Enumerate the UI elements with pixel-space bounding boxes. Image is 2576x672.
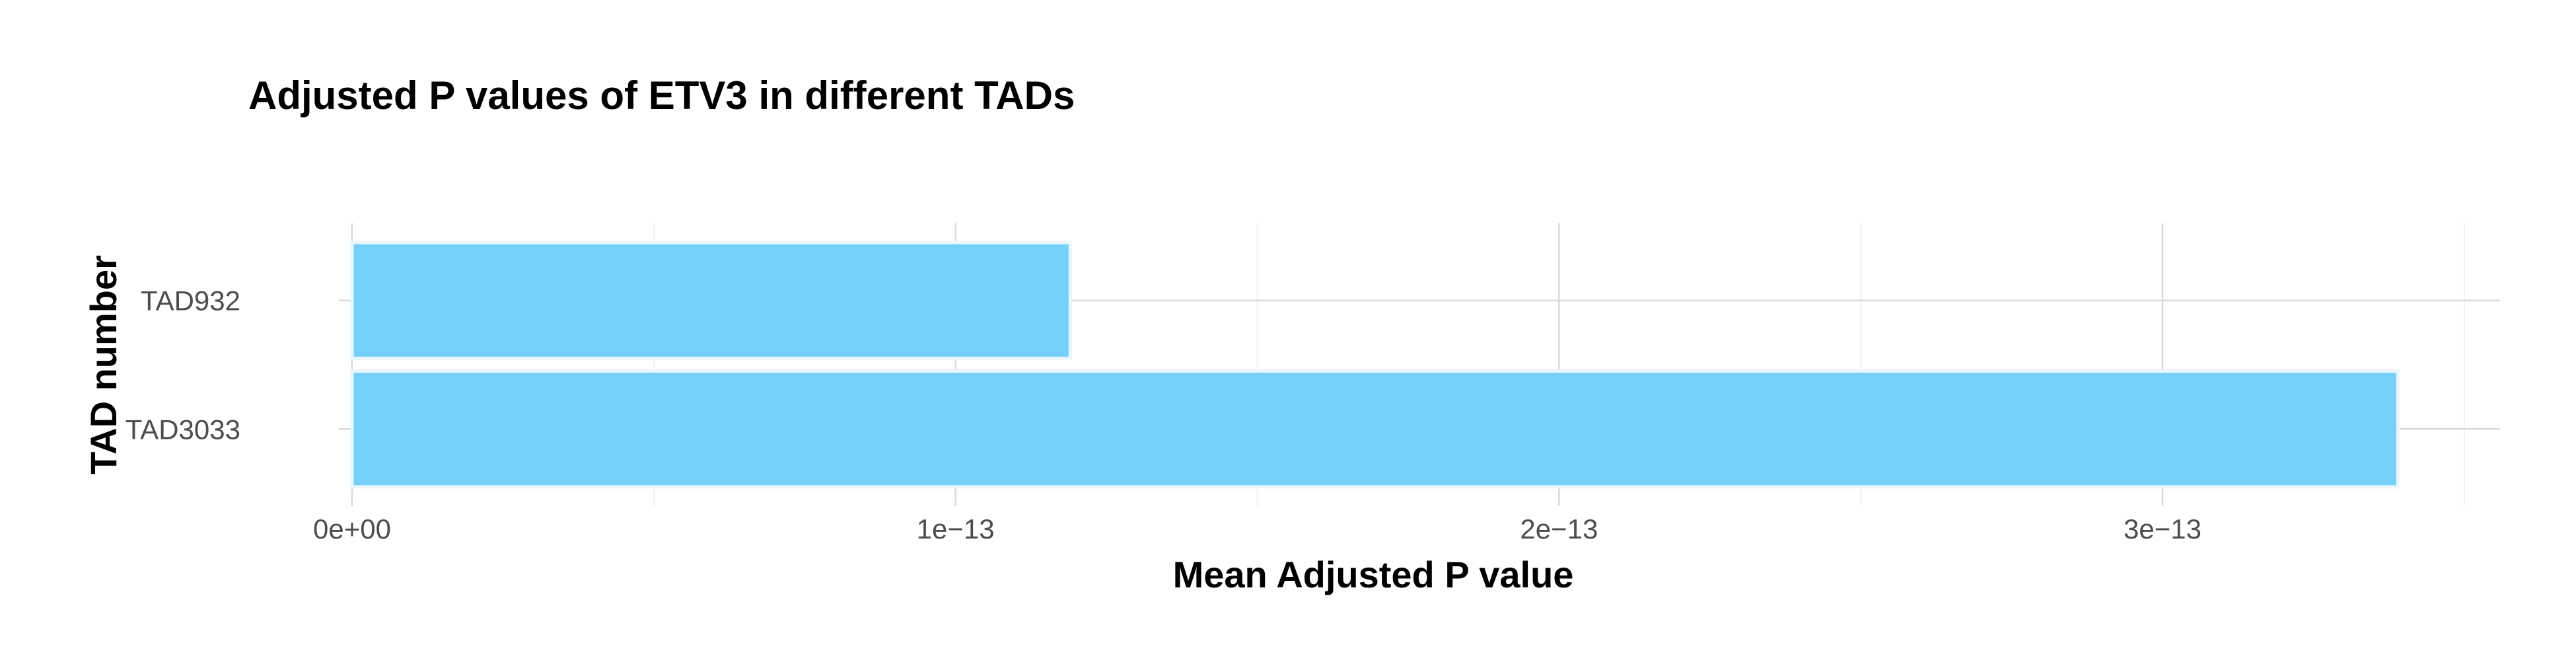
x-tick-label: 2e−13 <box>1520 513 1598 544</box>
x-axis-title: Mean Adjusted P value <box>1173 554 1574 595</box>
bars <box>350 241 2400 489</box>
bar-tad932 <box>350 241 1072 360</box>
bar-tad3033 <box>350 369 2400 489</box>
y-axis-ticks: TAD932 TAD3033 <box>125 285 240 445</box>
y-axis-title: TAD number <box>83 255 124 474</box>
x-axis-ticks: 0e+00 1e−13 2e−13 3e−13 <box>313 513 2201 544</box>
chart-title: Adjusted P values of ETV3 in different T… <box>248 73 1075 118</box>
x-tick-label: 1e−13 <box>917 513 995 544</box>
x-tick-label: 3e−13 <box>2124 513 2201 544</box>
x-tick-label: 0e+00 <box>313 513 391 544</box>
y-tick-label: TAD3033 <box>125 414 240 445</box>
y-tick-label: TAD932 <box>141 285 240 317</box>
